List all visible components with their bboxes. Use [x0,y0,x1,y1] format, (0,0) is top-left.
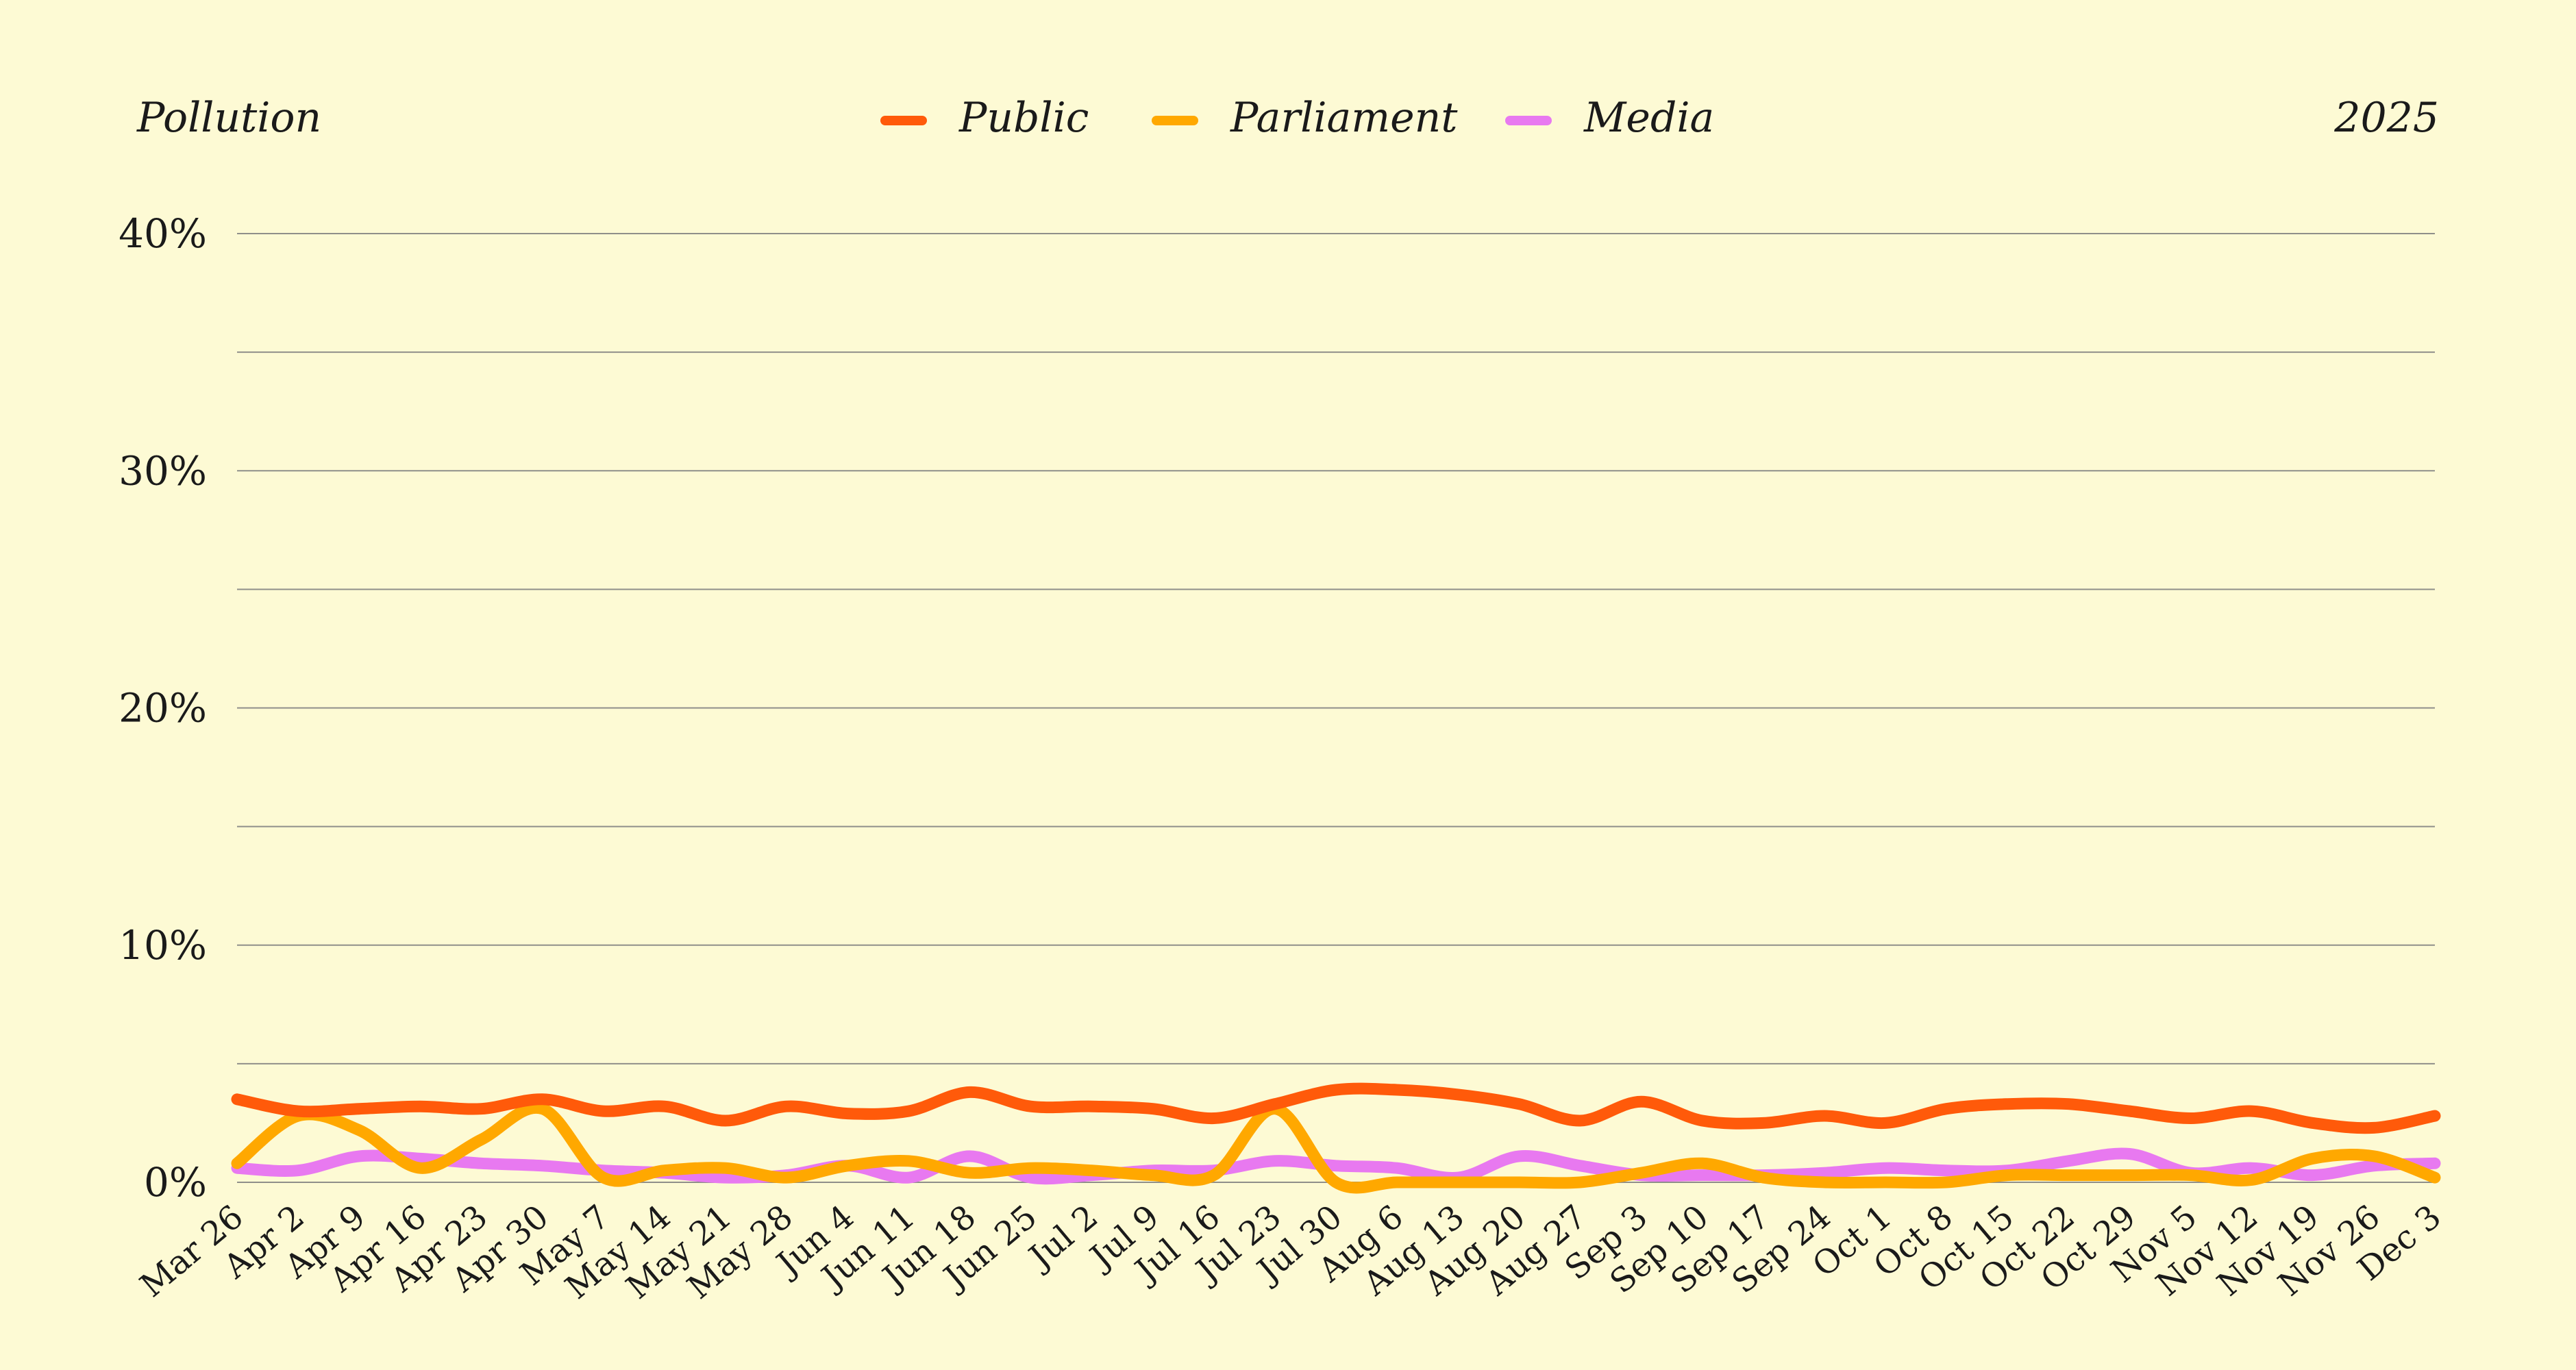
legend-item-media: Media [1505,94,1714,142]
y-tick-label: 10% [119,922,207,969]
x-tick-label: Jul 2 [1019,1197,1105,1278]
legend-item-parliament: Parliament [1152,94,1458,142]
y-tick-label: 20% [119,685,207,732]
y-axis-ticks: 0% 10% 20% 30% 40% [119,210,207,1206]
y-tick-label: 30% [119,447,207,494]
legend-label-media: Media [1583,94,1714,142]
gridlines [237,233,2435,1183]
series-line-parliament [231,1101,2441,1194]
series-line-media [231,1147,2441,1185]
legend-label-parliament: Parliament [1230,94,1458,142]
legend: Public Parliament Media [880,94,1714,142]
chart-title: Pollution [136,94,321,142]
series-lines [231,1082,2441,1194]
y-tick-label: 40% [119,210,207,257]
y-tick-label: 0% [144,1159,207,1206]
chart-year: 2025 [2333,94,2439,142]
series-line-public [231,1082,2441,1134]
legend-item-public: Public [880,94,1089,142]
legend-label-public: Public [958,94,1089,142]
